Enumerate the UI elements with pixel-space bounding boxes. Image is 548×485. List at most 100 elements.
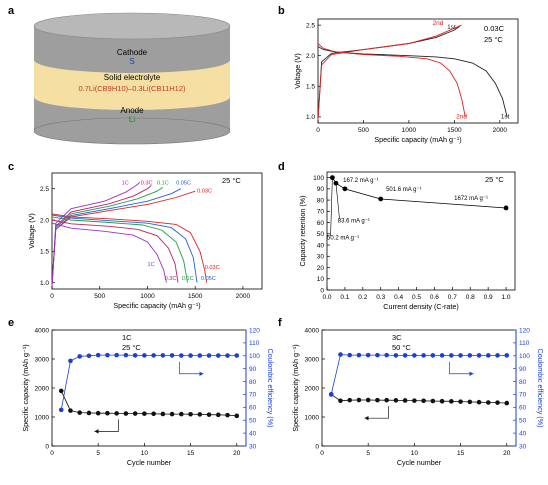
x-tick-label: 15 (187, 450, 195, 457)
plot-frame (321, 329, 517, 447)
capacity-point (449, 399, 454, 404)
rate-label: 0.03C (205, 265, 220, 271)
battery-stack-diagram: Cathode S Solid electrolyte 0.7Li(CB9H10… (33, 12, 231, 145)
x-tick-label: 10 (141, 450, 149, 457)
efficiency-point (225, 353, 230, 358)
rate-label: 1C (147, 262, 154, 268)
efficiency-point (393, 353, 399, 358)
capacity-point (375, 397, 380, 403)
y2-tick-label: 90 (519, 366, 527, 373)
anode-material: Li (129, 115, 135, 124)
chart-panel-f: 0 5 10 15 20 0 1000 2000 3000 4000 Cycle number Spe… (291, 327, 545, 467)
cathode-material: S (129, 57, 134, 66)
efficiency-point (402, 353, 408, 358)
y2-tick-label: 80 (519, 379, 527, 386)
rate-label: 0.1C (157, 180, 169, 186)
y-tick-label: 100 (313, 175, 324, 182)
x-tick-label: 1500 (447, 127, 462, 134)
capacity-point (439, 398, 445, 404)
x-tick-label: 0.5 (412, 294, 421, 301)
temperature-annotation: 25 °C (222, 176, 241, 185)
discharge-curve-1C (51, 222, 167, 283)
y-tick-label: 20 (317, 265, 325, 272)
y-axis-label: Voltage (V) (27, 213, 36, 249)
capacity-point (95, 410, 101, 416)
y2-axis-label: Coulombic efficiency (%) (536, 349, 545, 428)
y-tick-label: 40 (317, 242, 325, 249)
rate-label: 0.1C (182, 276, 194, 282)
x-tick-label: 0.2 (358, 294, 367, 301)
capacity-arrow-head (94, 429, 99, 434)
y-tick-label: 1.5 (40, 249, 49, 256)
efficiency-arrow-head (199, 371, 204, 376)
y-tick-label: 90 (317, 186, 325, 193)
x-tick-label: 0.0 (322, 294, 331, 301)
efficiency-point (365, 352, 371, 358)
curve-label: 1st (501, 114, 510, 121)
y2-tick-label: 120 (249, 327, 260, 334)
point-label: 83.6 mA g⁻¹ (338, 219, 370, 225)
efficiency-point (504, 353, 510, 358)
chart-panel-d: 0.0 0.1 0.2 0.3 0.4 0.5 0.6 0.7 0.8 0.9 1.0 0 10 20 30… (298, 171, 516, 311)
point-label: 501.6 mA g⁻¹ (386, 187, 422, 193)
efficiency-axis-arrow (179, 361, 204, 375)
x-tick-label: 1000 (402, 127, 417, 134)
x-tick-label: 1000 (140, 293, 155, 300)
y2-tick-label: 100 (519, 353, 530, 360)
capacity-point (234, 413, 240, 419)
efficiency-point (234, 353, 240, 358)
panel-letter-d: d (278, 161, 285, 173)
y-tick-label: 4000 (35, 327, 50, 334)
capacity-point (123, 411, 129, 416)
capacity-axis-arrow (94, 419, 119, 432)
efficiency-point (114, 352, 119, 358)
curve-label: 2nd (456, 114, 467, 121)
x-tick-label: 15 (457, 450, 465, 457)
efficiency-point (142, 353, 147, 358)
temperature-annotation: 25 °C (485, 175, 504, 184)
capacity-point (421, 398, 426, 404)
temperature-annotation: 25 °C (122, 343, 141, 352)
x-axis-label: Specific capacity (mAh g⁻¹) (374, 135, 461, 144)
electrolyte-formula: 0.7Li(CB9H10)–0.3Li(CB11H12) (79, 84, 187, 93)
rate-label: 0.3C (165, 276, 177, 282)
y2-tick-label: 110 (249, 340, 260, 347)
rate-label: 0.05C (176, 180, 191, 186)
y-axis-label: Specific capacity (mAh g⁻¹) (291, 344, 300, 431)
point-label: 1672 mA g⁻¹ (454, 196, 488, 202)
capacity-axis-arrow (364, 406, 389, 419)
efficiency-point (449, 353, 454, 358)
capacity-point (476, 399, 482, 405)
efficiency-point (485, 353, 491, 358)
efficiency-point (467, 353, 473, 358)
plot-frame (326, 171, 516, 291)
efficiency-point (439, 353, 445, 358)
capacity-point (206, 412, 212, 417)
efficiency-point (169, 353, 175, 358)
efficiency-point (328, 392, 334, 397)
capacity-point (132, 411, 138, 416)
rate-label: 0.03C (197, 188, 212, 194)
capacity-point (77, 410, 83, 415)
efficiency-point (430, 353, 436, 358)
chart-panel-b: 0 500 1000 1500 2000 1.0 1.5 2.0 2.5 Specific cap… (293, 18, 519, 144)
efficiency-point (179, 353, 184, 358)
x-tick-label: 0.4 (394, 294, 403, 301)
discharge-curve-0.03C (51, 213, 208, 283)
efficiency-point (412, 353, 417, 358)
efficiency-point (105, 352, 110, 358)
efficiency-point (188, 353, 193, 358)
retention-point (378, 196, 384, 202)
x-tick-label: 0 (320, 450, 324, 457)
y-tick-label: 70 (317, 209, 325, 216)
capacity-point (495, 400, 500, 405)
efficiency-point (160, 353, 166, 358)
efficiency-point (86, 353, 92, 359)
x-tick-label: 0 (316, 127, 320, 134)
y-tick-label: 1.5 (306, 84, 315, 91)
y-axis-label: Voltage (V) (293, 53, 302, 89)
charge-curve-1C (51, 182, 141, 286)
x-tick-label: 0.8 (466, 294, 475, 301)
